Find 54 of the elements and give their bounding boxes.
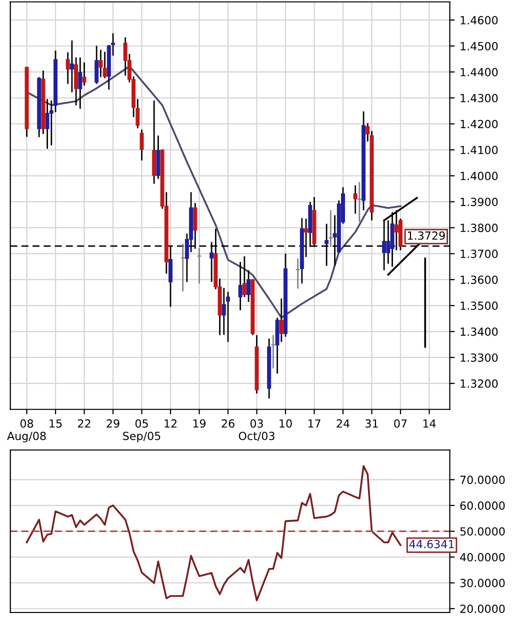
x-tick-label: 14 — [423, 419, 436, 428]
x-tick-label: 22 — [78, 419, 90, 428]
y-tick-label: 1.4300 — [460, 94, 498, 102]
x-tick-label: 08 Aug/08 — [7, 419, 46, 442]
candlestick — [226, 291, 230, 343]
x-tick-label: 12 — [164, 419, 176, 428]
y-tick-label: 20.0000 — [460, 604, 505, 614]
candlestick — [102, 51, 107, 79]
candlestick — [353, 184, 358, 214]
candlestick — [180, 243, 185, 292]
y-tick-label: 1.4500 — [460, 42, 498, 50]
candlestick — [78, 56, 82, 110]
y-tick-label: 40.0000 — [460, 553, 505, 562]
x-tick-label: 05 Sep/05 — [123, 419, 160, 442]
y-tick-label: 1.3400 — [460, 327, 498, 336]
y-tick-label: 70.0000 — [460, 476, 505, 484]
candlestick — [94, 45, 99, 85]
x-tick-label: 17 — [308, 419, 320, 428]
data-label: 44.6341 — [409, 540, 454, 548]
y-tick-label: 1.3200 — [460, 379, 498, 388]
y-tick-label: 1.4600 — [460, 16, 498, 24]
x-tick-label: 10 — [280, 419, 292, 428]
line-series — [26, 465, 402, 602]
y-tick-label: 1.3700 — [460, 250, 498, 258]
y-tick-label: 30.0000 — [460, 578, 505, 588]
candlestick — [279, 298, 284, 343]
y-tick-label: 1.4100 — [460, 146, 498, 154]
x-tick-label: 15 — [50, 419, 62, 428]
x-tick-label: 19 — [193, 419, 206, 428]
y-tick-label: 1.4400 — [460, 68, 498, 76]
candlestick — [98, 49, 103, 78]
candlestick — [197, 247, 202, 284]
x-tick-label: 31 — [366, 419, 378, 428]
candlestick — [357, 181, 362, 223]
y-tick-label: 1.4200 — [460, 120, 498, 128]
candlestick — [328, 210, 333, 248]
x-tick-label: 03 Oct/03 — [238, 419, 274, 442]
candlestick — [271, 334, 276, 370]
y-tick-label: 1.3500 — [460, 302, 498, 310]
x-tick-label: 24 — [336, 419, 350, 428]
x-tick-label: 26 — [222, 419, 234, 428]
x-tick-label: 29 — [106, 419, 120, 428]
candlestick — [82, 62, 86, 86]
y-tick-label: 1.3300 — [460, 353, 498, 362]
y-tick-label: 60.0000 — [460, 501, 505, 510]
y-tick-label: 1.3600 — [460, 276, 498, 284]
y-tick-label: 1.4000 — [460, 172, 498, 180]
y-tick-label: 50.0000 — [460, 527, 505, 536]
y-tick-label: 1.3900 — [460, 198, 498, 206]
x-tick-label: 07 — [394, 419, 407, 428]
candlestick — [296, 258, 300, 290]
candlestick — [45, 98, 50, 150]
candlestick — [140, 128, 144, 162]
y-tick-label: 1.3800 — [460, 224, 498, 232]
